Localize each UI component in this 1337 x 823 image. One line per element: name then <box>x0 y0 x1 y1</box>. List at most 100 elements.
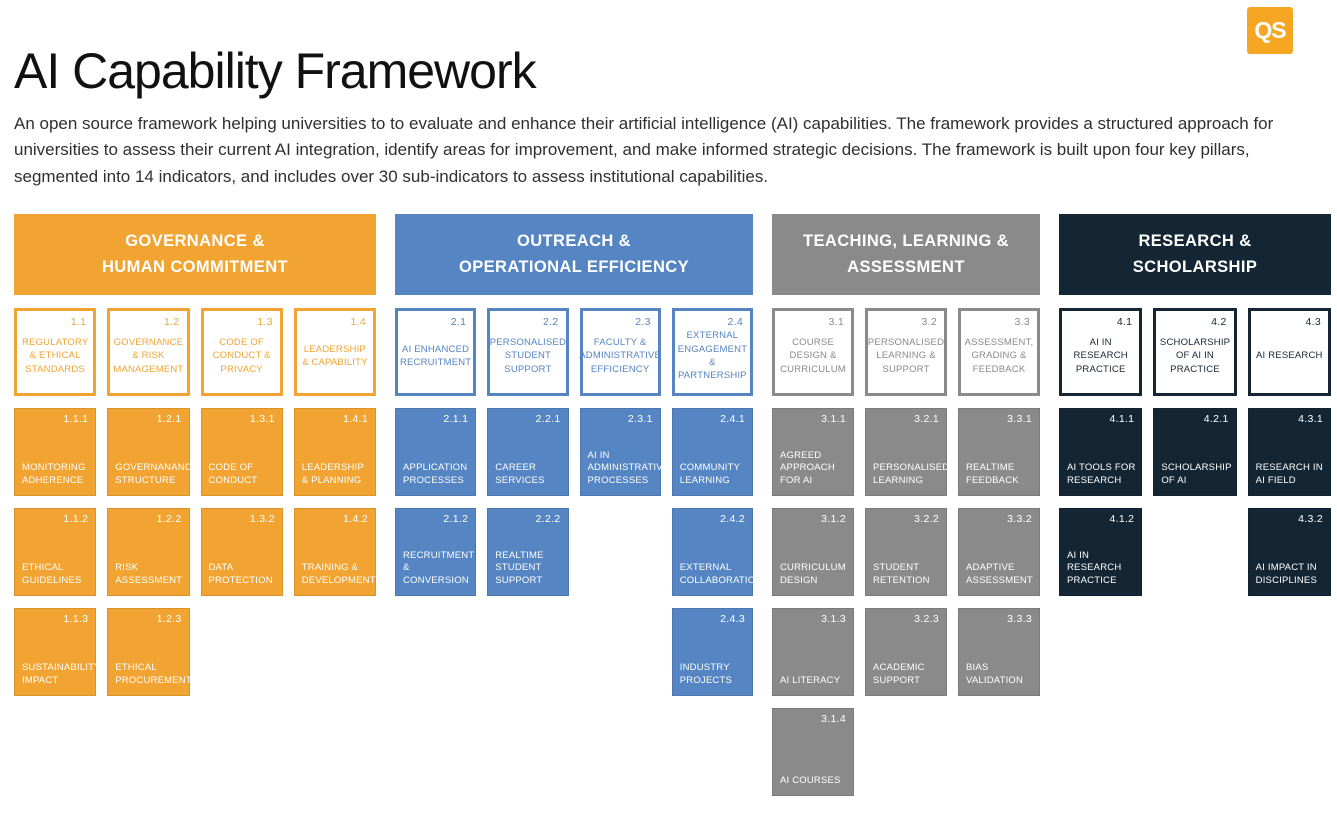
indicator-label: ASSESSMENT, GRADING & FEEDBACK <box>964 337 1034 375</box>
sub-indicator-box-2.4.3: 2.4.3 INDUSTRY PROJECTS <box>671 608 753 697</box>
indicator-number: 3.3 <box>1014 316 1030 329</box>
pillar-header: GOVERNANCE & HUMAN COMMITMENT <box>14 214 376 296</box>
framework-diagram: GOVERNANCE & HUMAN COMMITMENT 1.1 REGULATOR… <box>14 214 1331 797</box>
indicator-label: FACULTY & ADMINISTRATIVE EFFICIENCY <box>579 337 662 375</box>
indicator-label: GOVERNANCE & RISK MANAGEMENT <box>113 337 184 375</box>
sub-indicator-number: 3.1.3 <box>821 613 846 626</box>
sub-indicator-number: 1.3.1 <box>249 413 275 426</box>
indicator-label: PERSONALISED LEARNING & SUPPORT <box>867 337 945 375</box>
sub-indicator-label: COMMUNITY LEARNING <box>679 462 740 487</box>
sub-indicator-label: LEADERSHIP & PLANNING <box>301 462 364 487</box>
pillar-outreach-operational-efficiency-column-3: 2.3 FACULTY & ADMINISTRATIVE EFFICIENCY 2.… <box>579 308 669 696</box>
sub-indicator-box-2.1.1: 2.1.1 APPLICATION PROCESSES <box>395 408 477 497</box>
sub-indicator-label: RECRUITMENT & CONVERSION <box>403 549 475 587</box>
sub-indicator-number: 2.2.1 <box>535 413 561 426</box>
pillar-research-scholarship: RESEARCH & SCHOLARSHIP 4.1 AI IN RESEARCH P… <box>1059 214 1331 597</box>
pillar-columns: 3.1 COURSE DESIGN & CURRICULUM 3.1.1 AGREED… <box>772 308 1040 797</box>
sub-indicator-number: 1.3.2 <box>249 513 275 526</box>
sub-indicator-label: CAREER SERVICES <box>495 462 545 487</box>
pillar-title-line: OPERATIONAL EFFICIENCY <box>458 257 690 276</box>
sub-indicator-number: 3.1.4 <box>821 713 846 726</box>
sub-indicator-number: 3.3.2 <box>1007 513 1032 526</box>
sub-indicator-box-3.1.2: 3.1.2 CURRICULUM DESIGN <box>772 508 854 597</box>
sub-indicator-number: 3.2.2 <box>914 513 939 526</box>
sub-indicator-number: 4.1.1 <box>1109 413 1135 426</box>
indicator-box-1.4: 1.4 LEADERSHIP & CAPABILITY <box>293 308 376 397</box>
pillar-header: TEACHING, LEARNING & ASSESSMENT <box>772 214 1040 296</box>
sub-indicator-number: 3.1.1 <box>821 413 846 426</box>
indicator-box-4.2: 4.2 SCHOLARSHIP OF AI IN PRACTICE <box>1153 308 1237 397</box>
sub-indicator-label: INDUSTRY PROJECTS <box>679 662 733 687</box>
indicator-number: 4.1 <box>1116 316 1133 329</box>
sub-indicator-box-1.4.2: 1.4.2 TRAINING & DEVELOPMENT <box>293 508 376 597</box>
sub-indicator-label: AI IMPACT IN DISCIPLINES <box>1255 562 1317 587</box>
sub-indicator-number: 1.2.2 <box>156 513 182 526</box>
pillar-teaching-learning-assessment: TEACHING, LEARNING & ASSESSMENT 3.1 COURSE … <box>772 214 1040 797</box>
sub-indicator-number: 2.1.2 <box>443 513 469 526</box>
sub-indicator-number: 3.2.3 <box>914 613 939 626</box>
sub-indicator-box-3.2.2: 3.2.2 STUDENT RETENTION <box>865 508 947 597</box>
indicator-number: 3.2 <box>921 316 937 329</box>
pillar-columns: 4.1 AI IN RESEARCH PRACTICE 4.1.1 AI TOOLS … <box>1059 308 1331 597</box>
sub-indicator-box-4.3.2: 4.3.2 AI IMPACT IN DISCIPLINES <box>1247 508 1331 597</box>
sub-indicator-label: SUSTAINABILITY IMPACT <box>22 662 101 687</box>
indicator-number: 1.4 <box>350 316 366 329</box>
pillar-header: OUTREACH & OPERATIONAL EFFICIENCY <box>395 214 753 296</box>
indicator-number: 1.3 <box>257 316 273 329</box>
pillar-governance-human-commitment-column-1: 1.1 REGULATORY & ETHICAL STANDARDS 1.1.1 MO… <box>14 308 101 697</box>
pillar-teaching-learning-assessment-column-1: 3.1 COURSE DESIGN & CURRICULUM 3.1.1 AGREED… <box>772 308 854 797</box>
pillar-title-line: RESEARCH & <box>1138 231 1252 250</box>
pillar-header: RESEARCH & SCHOLARSHIP <box>1059 214 1331 296</box>
sub-indicator-number: 1.2.3 <box>156 613 182 626</box>
sub-indicator-box-1.3.1: 1.3.1 CODE OF CONDUCT <box>200 408 283 497</box>
sub-indicator-number: 3.3.1 <box>1007 413 1032 426</box>
indicator-number: 2.1 <box>450 316 467 329</box>
pillar-outreach-operational-efficiency: OUTREACH & OPERATIONAL EFFICIENCY 2.1 AI EN… <box>395 214 763 697</box>
indicator-number: 1.2 <box>164 316 180 329</box>
indicator-box-3.2: 3.2 PERSONALISED LEARNING & SUPPORT <box>865 308 947 397</box>
pillar-outreach-operational-efficiency-column-2: 2.2 PERSONALISED STUDENT SUPPORT 2.2.1 CARE… <box>487 308 569 696</box>
page-title: AI Capability Framework <box>14 43 537 99</box>
sub-indicator-box-3.1.1: 3.1.1 AGREED APPROACH FOR AI <box>772 408 854 497</box>
indicator-box-4.3: 4.3 AI RESEARCH <box>1247 308 1331 397</box>
pillar-columns: 2.1 AI ENHANCED RECRUITMENT 2.1.1 APPLICATI… <box>395 308 763 697</box>
sub-indicator-label: ETHICAL GUIDELINES <box>22 562 82 587</box>
pillar-teaching-learning-assessment-column-2: 3.2 PERSONALISED LEARNING & SUPPORT 3.2.1 P… <box>865 308 949 796</box>
indicator-box-2.4: 2.4 EXTERNAL ENGAGEMENT & PARTNERSHIP <box>671 308 753 397</box>
pillar-title-line: SCHOLARSHIP <box>1132 257 1258 276</box>
indicator-number: 1.1 <box>70 316 87 329</box>
sub-indicator-label: EXTERNAL COLLABORATION <box>679 562 763 587</box>
indicator-box-3.3: 3.3 ASSESSMENT, GRADING & FEEDBACK <box>958 308 1040 397</box>
indicator-box-4.1: 4.1 AI IN RESEARCH PRACTICE <box>1059 308 1143 397</box>
sub-indicator-box-1.2.2: 1.2.2 RISK ASSESSMENT <box>107 508 190 597</box>
indicator-number: 2.2 <box>543 316 559 329</box>
indicator-label: AI RESEARCH <box>1256 350 1323 362</box>
pillar-title-line: HUMAN COMMITMENT <box>101 257 289 276</box>
sub-indicator-label: GOVERNANANCE STRUCTURE <box>115 462 199 487</box>
sub-indicator-box-3.1.3: 3.1.3 AI LITERACY <box>772 608 854 697</box>
sub-indicator-number: 2.3.1 <box>627 413 653 426</box>
indicator-label: PERSONALISED STUDENT SUPPORT <box>489 337 567 375</box>
sub-indicator-label: RESEARCH IN AI FIELD <box>1255 462 1323 487</box>
sub-indicator-number: 1.1.2 <box>63 513 89 526</box>
sub-indicator-label: REALTIME FEEDBACK <box>966 462 1019 487</box>
sub-indicator-label: TRAINING & DEVELOPMENT <box>301 562 376 587</box>
sub-indicator-label: ETHICAL PROCUREMENT <box>115 662 192 687</box>
indicator-label: COURSE DESIGN & CURRICULUM <box>780 337 846 375</box>
sub-indicator-box-3.3.1: 3.3.1 REALTIME FEEDBACK <box>958 408 1040 497</box>
pillar-title-line: OUTREACH & <box>517 231 631 250</box>
sub-indicator-label: STUDENT RETENTION <box>873 562 930 587</box>
sub-indicator-number: 2.4.3 <box>720 613 745 626</box>
sub-indicator-box-4.3.1: 4.3.1 RESEARCH IN AI FIELD <box>1247 408 1331 497</box>
sub-indicator-number: 4.3.1 <box>1298 413 1323 426</box>
sub-indicator-box-1.3.2: 1.3.2 DATA PROTECTION <box>200 508 283 597</box>
sub-indicator-box-2.2.1: 2.2.1 CAREER SERVICES <box>487 408 569 497</box>
pillar-governance-human-commitment-column-2: 1.2 GOVERNANCE & RISK MANAGEMENT 1.2.1 GOVE… <box>107 308 199 697</box>
sub-indicator-box-3.2.1: 3.2.1 PERSONALISED LEARNING <box>865 408 949 497</box>
sub-indicator-box-2.3.1: 2.3.1 AI IN ADMINISTRATIVE PROCESSES <box>579 408 669 497</box>
indicator-box-1.1: 1.1 REGULATORY & ETHICAL STANDARDS <box>14 308 97 397</box>
sub-indicator-label: MONITORING ADHERENCE <box>22 462 86 487</box>
sub-indicator-label: CURRICULUM DESIGN <box>780 562 846 587</box>
sub-indicator-label: ACADEMIC SUPPORT <box>873 662 925 687</box>
pillar-title-line: GOVERNANCE & <box>125 231 265 250</box>
